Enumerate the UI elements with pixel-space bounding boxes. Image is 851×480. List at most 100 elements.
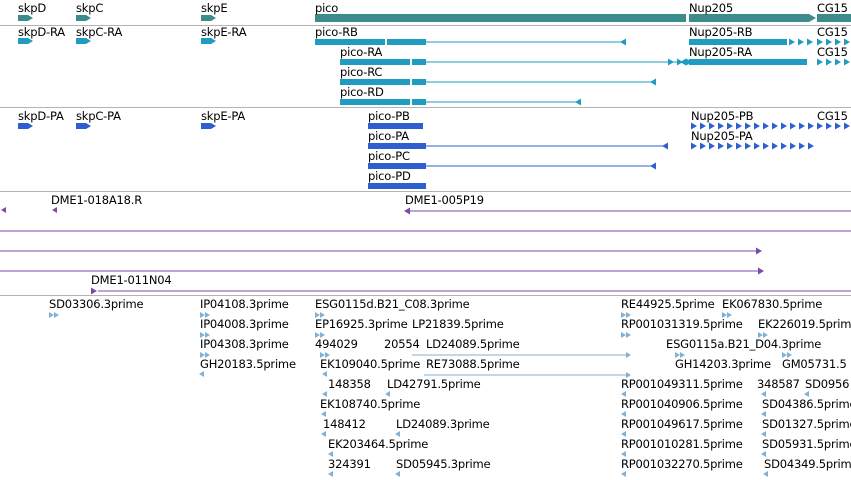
protein-label[interactable]: skpD-PA — [18, 109, 64, 123]
clone-label[interactable]: DME1-018A18.R — [51, 193, 143, 207]
cds-chevron — [790, 122, 796, 130]
est-arrow — [395, 431, 400, 437]
clone-label[interactable]: DME1-005P19 — [405, 193, 484, 207]
est-label[interactable]: EP16925.3prime — [315, 317, 408, 331]
transcript-label[interactable]: Nup205-RA — [689, 45, 752, 59]
est-label[interactable]: SD03306.3prime — [49, 297, 144, 311]
transcript-label[interactable]: pico-RC — [340, 65, 383, 79]
est-label[interactable]: GM05731.5 — [782, 357, 847, 371]
gene-label[interactable]: skpD — [18, 1, 47, 15]
cds-arrow-pico-pa — [662, 142, 668, 150]
est-label[interactable]: SD0956 — [805, 377, 850, 391]
est-label[interactable]: SD05931.5prime — [762, 437, 851, 451]
est-arrow — [763, 332, 768, 338]
transcript-label[interactable]: CG15 — [817, 25, 848, 39]
est-arrow — [322, 371, 327, 377]
est-label[interactable]: 348587 — [757, 377, 800, 391]
est-label[interactable]: 494029 — [315, 337, 358, 351]
transcript-label[interactable]: CG15 — [817, 45, 848, 59]
est-arrow — [782, 352, 787, 358]
est-label[interactable]: EK226019.5prime — [758, 317, 851, 331]
gene-glyph-cg15 — [817, 14, 851, 22]
transcript-label[interactable]: skpE-RA — [201, 25, 247, 39]
est-label[interactable]: RP001031319.5prime — [621, 317, 743, 331]
clone-arrow — [52, 207, 57, 213]
est-label[interactable]: LD42791.5prime — [387, 377, 481, 391]
est-label[interactable]: SD04386.5prime — [762, 397, 851, 411]
cds-chevron — [808, 122, 814, 130]
gene-label[interactable]: pico — [315, 1, 339, 15]
est-label[interactable]: SD01327.5prime — [762, 417, 851, 431]
transcript-chevron — [668, 58, 674, 66]
est-label[interactable]: EK108740.5prime — [320, 397, 421, 411]
est-label[interactable]: RE73088.5prime — [426, 357, 520, 371]
gene-label[interactable]: skpE — [201, 1, 228, 15]
transcript-label[interactable]: pico-RB — [315, 25, 358, 39]
est-label[interactable]: EK109040.5prime — [320, 357, 421, 371]
protein-label[interactable]: skpC-PA — [76, 109, 121, 123]
protein-label[interactable]: skpE-PA — [201, 109, 246, 123]
transcript-chevron — [677, 58, 683, 66]
gene-label[interactable]: Nup205 — [689, 1, 733, 15]
protein-label[interactable]: CG15 — [817, 109, 848, 123]
transcript-glyph-skpe-ra — [201, 38, 211, 44]
est-label[interactable]: ESG0115a.B21_D04.3prime — [666, 337, 822, 351]
est-label[interactable]: IP04308.3prime — [200, 337, 289, 351]
est-arrow — [621, 471, 626, 477]
transcript-label[interactable]: skpD-RA — [18, 25, 65, 39]
cds-chevron — [691, 142, 697, 150]
est-label[interactable]: SD05945.3prime — [396, 457, 491, 471]
gene-label[interactable]: CG15 — [817, 1, 848, 15]
est-label[interactable]: EK203464.5prime — [328, 437, 429, 451]
gene-glyph-nup205-arrow — [809, 14, 816, 22]
gene-label[interactable]: skpC — [76, 1, 104, 15]
protein-label[interactable]: pico-PC — [368, 149, 410, 163]
est-label[interactable]: LD24089.5prime — [426, 337, 520, 351]
protein-label[interactable]: pico-PA — [368, 129, 409, 143]
est-label[interactable]: ESG0115d.B21_C08.3prime — [315, 297, 470, 311]
est-label[interactable]: GH14203.3prime — [675, 357, 771, 371]
transcript-exon-pico-ra — [412, 59, 426, 65]
est-label[interactable]: LD24089.3prime — [396, 417, 490, 431]
transcript-label[interactable]: pico-RD — [340, 85, 384, 99]
est-label[interactable]: RP001049617.5prime — [621, 417, 743, 431]
transcript-label[interactable]: skpC-RA — [76, 25, 123, 39]
protein-label[interactable]: Nup205-PA — [691, 129, 753, 143]
est-arrow — [626, 352, 631, 358]
cds-glyph-skpc-pa-arrow — [86, 123, 91, 129]
cds-glyph-skpc-pa — [76, 123, 86, 129]
est-label[interactable]: 148358 — [328, 377, 371, 391]
protein-label[interactable]: pico-PB — [368, 109, 410, 123]
est-arrow — [621, 312, 626, 318]
est-label[interactable]: IP04008.3prime — [200, 317, 289, 331]
protein-label[interactable]: Nup205-PB — [691, 109, 754, 123]
est-label[interactable]: EK067830.5prime — [722, 297, 823, 311]
est-arrow — [787, 352, 792, 358]
est-label[interactable]: RP001010281.5prime — [621, 437, 743, 451]
est-label[interactable]: 148412 — [323, 417, 366, 431]
est-arrow — [200, 312, 205, 318]
transcript-label[interactable]: pico-RA — [340, 45, 383, 59]
cds-chevron — [844, 122, 850, 130]
cds-glyph-skpe-pa — [201, 123, 211, 129]
clone-label[interactable]: DME1-011N04 — [91, 273, 172, 287]
est-label[interactable]: 324391 — [328, 457, 371, 471]
cds-chevron — [700, 122, 706, 130]
est-arrow — [626, 312, 631, 318]
est-label[interactable]: IP04108.3prime — [200, 297, 289, 311]
track-separator — [0, 25, 851, 26]
est-label[interactable]: RP001040906.5prime — [621, 397, 743, 411]
est-label[interactable]: 20554 — [384, 337, 420, 351]
est-label[interactable]: RP001032270.5prime — [621, 457, 743, 471]
transcript-chevron — [789, 38, 795, 46]
est-arrow — [321, 431, 326, 437]
est-label[interactable]: RP001049311.5prime — [621, 377, 743, 391]
est-arrow — [804, 391, 809, 397]
est-label[interactable]: LP21839.5prime — [412, 317, 504, 331]
est-label[interactable]: SD04349.5prime — [764, 457, 851, 471]
est-label[interactable]: GH20183.5prime — [200, 357, 296, 371]
est-label[interactable]: RE44925.5prime — [621, 297, 715, 311]
transcript-label[interactable]: Nup205-RB — [689, 25, 753, 39]
protein-label[interactable]: pico-PD — [368, 169, 411, 183]
est-arrow — [761, 391, 766, 397]
